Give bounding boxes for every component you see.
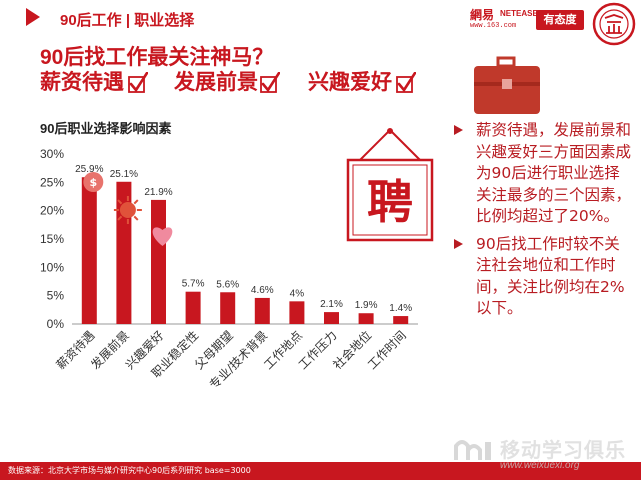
sun-ray — [117, 215, 123, 221]
finding-item: 薪资待遇，发展前景和兴趣爱好三方面因素成为90后进行职业选择关注最多的三个因素，… — [452, 120, 632, 228]
sun-ray — [133, 215, 139, 221]
y-tick-label: 10% — [40, 260, 64, 274]
factor-salary: 薪资待遇 — [40, 71, 124, 94]
chart-title: 90后职业选择影响因素 — [40, 121, 172, 136]
watermark-url: www.weixuexi.org — [500, 460, 580, 471]
briefcase-icon — [474, 56, 540, 114]
netease-cn-label: 網易 — [470, 8, 495, 22]
footer-band — [0, 462, 641, 480]
data-label: 21.9% — [144, 187, 172, 198]
y-tick-label: 20% — [40, 204, 64, 218]
finding-text: 90后找工作时较不关注社会地位和工作时间，关注比例均在2%以下。 — [476, 234, 625, 318]
sun-ray — [133, 199, 139, 205]
bar — [289, 301, 305, 324]
y-tick-label: 30% — [40, 147, 64, 161]
checkbox-checked-icon — [396, 72, 416, 93]
data-label: 5.7% — [182, 279, 205, 290]
bar — [185, 291, 201, 324]
y-tick-label: 15% — [40, 232, 64, 246]
bar — [324, 312, 339, 324]
y-tick-label: 25% — [40, 175, 64, 189]
sun-ray — [117, 199, 123, 205]
sun-icon — [119, 202, 136, 218]
watermark-text: 移动学习俱乐 — [500, 438, 626, 462]
bar — [254, 297, 270, 324]
bar — [358, 313, 374, 324]
university-seal-icon — [592, 2, 636, 46]
y-tick-label: 5% — [47, 289, 65, 303]
hire-sign-icon: 聘 — [346, 128, 434, 242]
hire-sign-char: 聘 — [367, 175, 413, 229]
bullet-arrow-icon — [454, 125, 463, 135]
netease-en-label: NETEASE — [500, 9, 538, 18]
data-label: 25.9% — [75, 164, 103, 175]
data-label: 4.6% — [251, 285, 274, 296]
heart-icon — [152, 227, 173, 246]
dollar-sign-icon: $ — [89, 176, 97, 189]
x-tick-label: 工作时间 — [365, 328, 409, 372]
data-label: 2.1% — [320, 299, 343, 310]
data-label: 4% — [290, 288, 305, 299]
header-arrow-icon — [26, 8, 40, 26]
watermark-logo-icon — [454, 440, 491, 460]
bar-chart: 0%5%10%15%20%25%30%25.9%薪资待遇25.1%发展前景21.… — [40, 147, 418, 392]
finding-text: 薪资待遇，发展前景和兴趣爱好三方面因素成为90后进行职业选择关注最多的三个因素，… — [476, 121, 632, 225]
factor-interest: 兴趣爱好 — [308, 71, 392, 94]
bullet-arrow-icon — [454, 238, 463, 249]
money-bag-icon — [83, 172, 104, 192]
data-label: 1.9% — [355, 300, 378, 311]
column-badge: 有态度 — [536, 10, 584, 30]
checkbox-checked-icon — [260, 72, 280, 93]
finding-item: 90后找工作时较不关注社会地位和工作时间，关注比例均在2%以下。 — [452, 234, 632, 320]
data-source-note: 数据来源：北京大学市场与媒介研究中心90后系列研究 base=3000 — [8, 466, 251, 475]
factor-prospects: 发展前景 — [174, 71, 258, 94]
bar — [81, 177, 97, 324]
header-title: 90后工作 | 职业选择 — [60, 12, 195, 29]
netease-url-label: www.163.com — [470, 22, 517, 30]
data-label: 1.4% — [389, 303, 412, 314]
checkbox-checked-icon — [128, 72, 148, 93]
data-label: 5.6% — [216, 279, 239, 290]
header-band — [0, 0, 641, 40]
netease-logo: 網易 NETEASE www.163.com — [470, 6, 558, 32]
bar — [151, 199, 166, 324]
y-tick-label: 0% — [47, 317, 65, 331]
findings-list: 薪资待遇，发展前景和兴趣爱好三方面因素成为90后进行职业选择关注最多的三个因素，… — [452, 120, 632, 326]
data-label: 25.1% — [110, 169, 138, 180]
headline: 90后找工作最关注神马？ — [40, 46, 274, 69]
bar — [220, 292, 236, 324]
bar — [393, 316, 409, 324]
